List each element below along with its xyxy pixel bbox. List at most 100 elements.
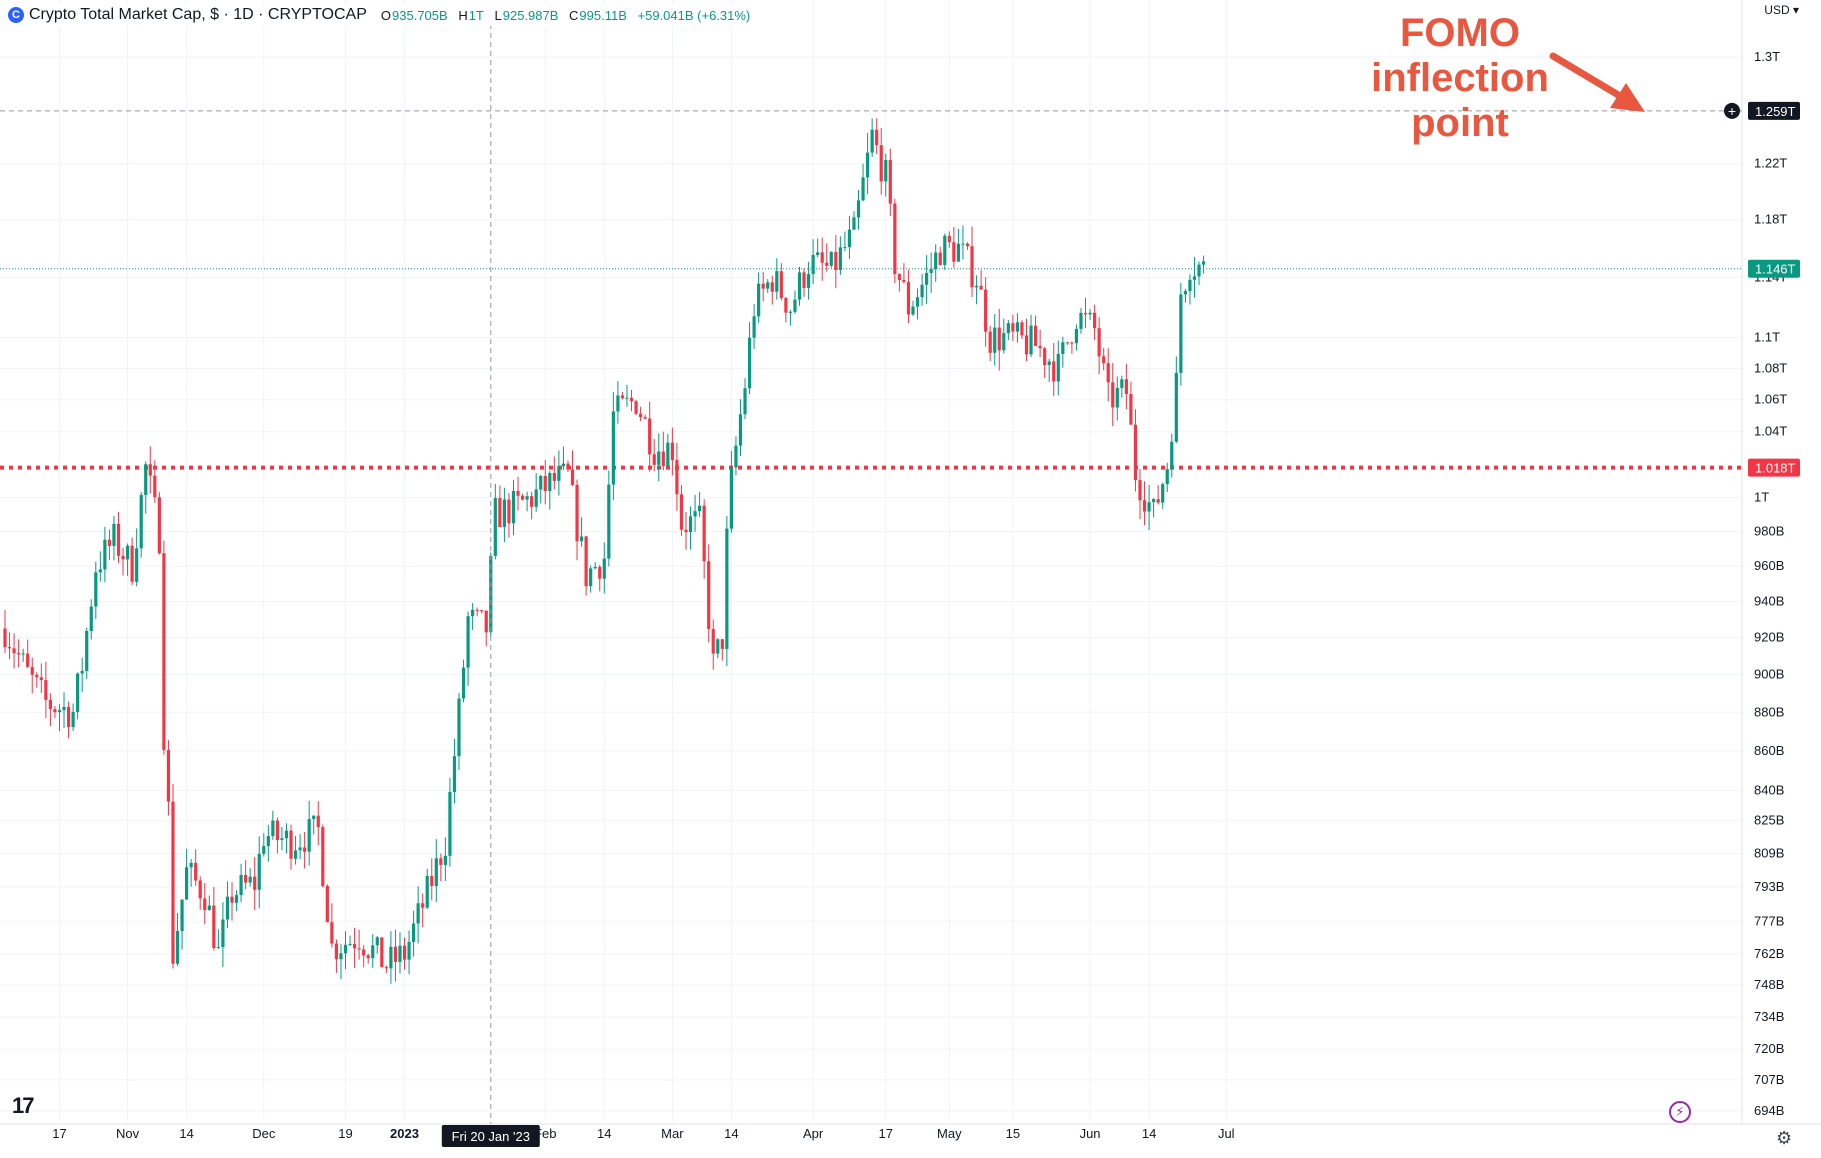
price-tick-label: 762B: [1754, 946, 1784, 961]
candle-body-up: [1006, 323, 1010, 334]
price-tick-label: 840B: [1754, 782, 1784, 797]
candle-body-up: [1074, 328, 1079, 344]
price-tag-label: 1.018T: [1755, 461, 1796, 476]
price-tick-label: 1.08T: [1754, 360, 1787, 375]
currency-selector[interactable]: USD ▾: [1764, 3, 1799, 17]
candle-body-up: [1015, 322, 1020, 332]
symbol-title[interactable]: Crypto Total Market Cap, $ · 1D · CRYPTO…: [29, 6, 367, 23]
candle-body-up: [493, 498, 497, 556]
candle-body-up: [1120, 379, 1124, 388]
candle-body-up: [271, 820, 275, 837]
candle-body-down: [48, 699, 52, 710]
candle-body-up: [375, 937, 379, 946]
annotation-text-line: point: [1411, 101, 1509, 145]
chart-legend-header: C Crypto Total Market Cap, $ · 1D · CRYP…: [8, 4, 764, 26]
candle-body-down: [620, 395, 625, 399]
candle-body-up: [611, 411, 615, 485]
candle-body-down: [1038, 345, 1042, 349]
candle-body-down: [1065, 342, 1069, 344]
candle-body-up: [1183, 291, 1187, 295]
candle-body-up: [452, 756, 457, 793]
tradingview-logo[interactable]: 17: [12, 1093, 35, 1118]
candle-body-down: [325, 886, 329, 923]
lightning-icon[interactable]: ⚡: [1669, 1101, 1691, 1123]
candle-body-down: [7, 647, 12, 649]
crosshair-date-box: [441, 1125, 540, 1147]
crosshair: Fri 20 Jan '23: [441, 24, 540, 1147]
price-axis[interactable]: 1.3T1.22T1.18T1.14T1.1T1.08T1.06T1.04T1T…: [1754, 49, 1787, 1118]
candle-body-up: [471, 609, 475, 617]
price-tick-label: 1.04T: [1754, 424, 1787, 439]
candle-body-down: [897, 274, 901, 281]
candle-body-up: [993, 327, 997, 353]
ohlc-low-key: L: [494, 7, 502, 23]
candle-body-up: [185, 867, 189, 900]
time-tick-label: Nov: [116, 1126, 140, 1141]
candle-body-down: [162, 553, 166, 750]
candle-body-up: [698, 505, 702, 512]
candle-body-up: [866, 152, 870, 178]
price-tick-label: 1.18T: [1754, 212, 1787, 227]
candle-body-down: [997, 327, 1001, 351]
candle-body-up: [806, 274, 811, 288]
candle-body-down: [380, 937, 384, 968]
price-tick-label: 900B: [1754, 667, 1784, 682]
candle-body-up: [398, 945, 402, 962]
candle-body-up: [125, 545, 130, 560]
candle-body-down: [39, 677, 43, 681]
candle-body-down: [330, 922, 334, 944]
candle-body-down: [652, 454, 656, 465]
candle-body-down: [194, 862, 198, 881]
candle-body-up: [925, 273, 929, 285]
candle-body-up: [284, 830, 289, 839]
candle-body-down: [198, 880, 202, 899]
candle-body-down: [66, 706, 71, 728]
candle-body-up: [929, 269, 933, 274]
candle-body-down: [35, 674, 39, 678]
gear-icon[interactable]: ⚙: [1776, 1128, 1793, 1148]
candle-body-down: [1043, 348, 1047, 366]
candle-body-down: [1156, 499, 1160, 503]
time-axis[interactable]: 17 Nov 14 Dec 19 2023 Feb 14 Mar 14 Apr 17 May 15 Jun 1…: [52, 1126, 1234, 1141]
time-tick-label: Feb: [534, 1126, 556, 1141]
add-alert-plus-icon[interactable]: [1724, 102, 1740, 119]
candle-body-down: [1106, 363, 1110, 383]
currency-label: USD: [1764, 3, 1790, 17]
candle-body-up: [934, 252, 938, 270]
candle-body-up: [1152, 499, 1156, 503]
candle-body-up: [956, 243, 960, 262]
candle-body-down: [720, 639, 724, 649]
ohlc-change-value: +59.041B (+6.31%): [637, 7, 751, 23]
candle-body-down: [984, 289, 988, 332]
price-tick-label: 980B: [1754, 524, 1784, 539]
price-tick-label: 720B: [1754, 1041, 1784, 1056]
candle-body-up: [266, 836, 270, 847]
candle-body-down: [17, 653, 21, 655]
candle-body-down: [1133, 424, 1138, 481]
candle-body-down: [988, 331, 992, 353]
candle-body-down: [1111, 382, 1115, 408]
candle-body-up: [716, 639, 720, 654]
candle-body-down: [166, 749, 171, 802]
candle-body-up: [1079, 312, 1083, 329]
candle-body-up: [539, 475, 543, 490]
price-tags: 1.259T +1.146T 1.018T: [1724, 101, 1800, 477]
candle-body-up: [747, 337, 752, 389]
candle-body-down: [661, 451, 665, 467]
candle-body-up: [1047, 361, 1051, 366]
candle-body-down: [634, 401, 638, 414]
candle-body-up: [234, 895, 239, 903]
candle-body-up: [657, 451, 661, 465]
candle-body-up: [734, 445, 738, 468]
candle-body-up: [76, 673, 80, 712]
ohlc-close-value: 995.11B: [579, 7, 627, 23]
candle-body-down: [484, 610, 488, 633]
candle-body-up: [416, 903, 420, 924]
candle-body-up: [847, 229, 852, 248]
candle-body-up: [616, 395, 620, 412]
candle-body-up: [1197, 264, 1201, 277]
candle-body-up: [1188, 279, 1192, 292]
candle-body-up: [775, 271, 779, 292]
candle-body-up: [94, 572, 98, 607]
